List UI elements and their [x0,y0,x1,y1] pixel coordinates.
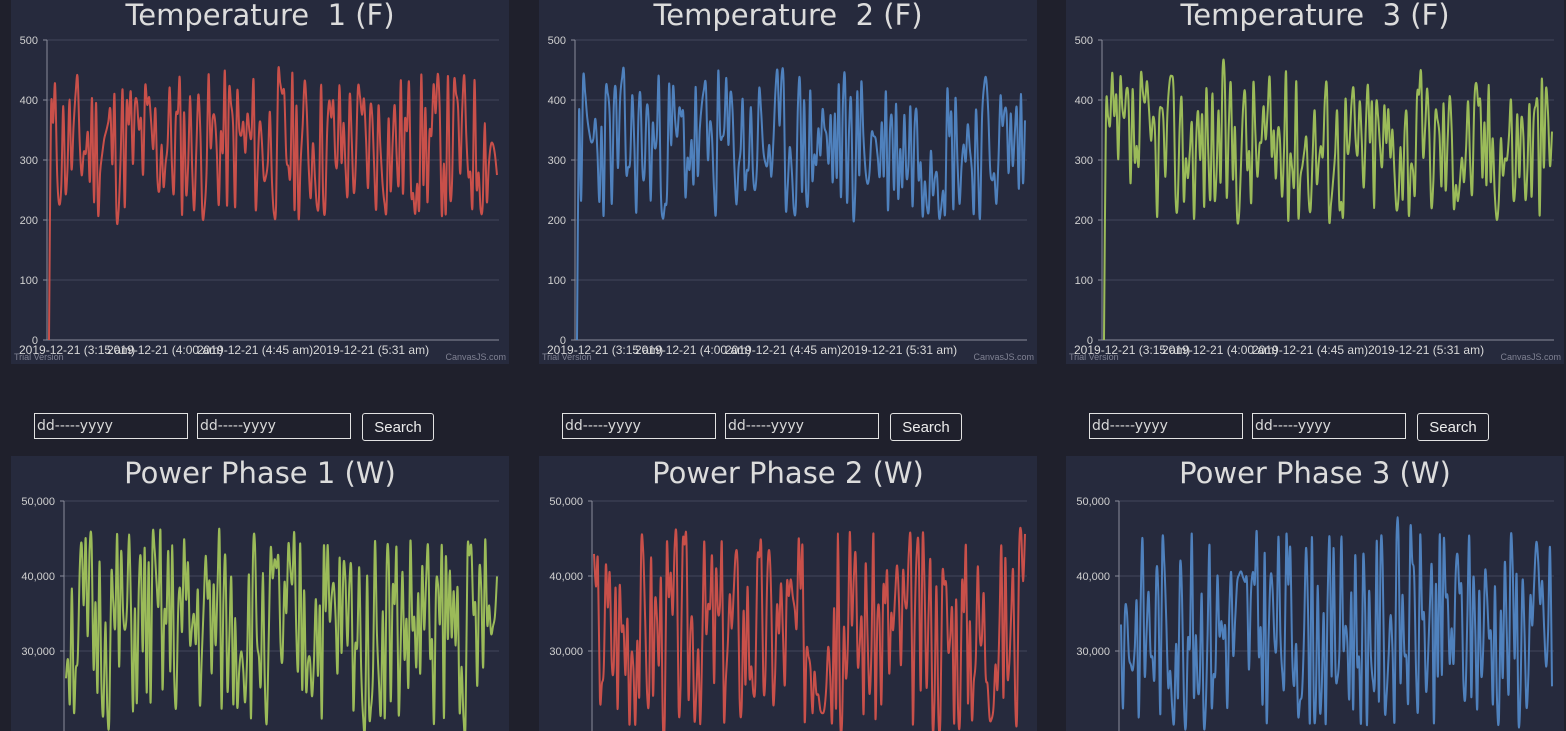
chart-title: Temperature 3 (F) [1180,0,1450,32]
power-phase-2-chart: Power Phase 2 (W) 50,000 40,000 30,000 [539,456,1037,731]
chart-title: Power Phase 2 (W) [652,456,924,490]
from-date-input[interactable] [1089,413,1243,439]
series-line [576,66,1026,341]
y-tick-label: 30,000 [21,646,55,658]
power-phase-3-chart: Power Phase 3 (W) 50,000 40,000 30,000 [1066,456,1564,731]
y-tick-label: 400 [1075,95,1093,107]
x-tick-label: 2019-12-21 (4:45 am) [725,343,841,357]
series-line [48,66,498,341]
search-button[interactable]: Search [1417,413,1489,441]
canvasjs-credit-link[interactable]: CanvasJS.com [1500,352,1561,362]
x-tick-label: 2019-12-21 (3:15 am) [1074,343,1190,357]
to-date-input[interactable] [725,413,879,439]
y-tick-label: 40,000 [21,571,55,583]
from-date-input[interactable] [34,413,188,439]
x-tick-label: 2019-12-21 (3:15 am) [547,343,663,357]
canvasjs-credit-link[interactable]: CanvasJS.com [445,352,506,362]
x-tick-label: 2019-12-21 (4:00 am) [635,343,751,357]
chart-title: Temperature 1 (F) [125,0,395,32]
canvasjs-credit-link[interactable]: CanvasJS.com [973,352,1034,362]
y-tick-label: 0 [560,335,566,347]
search-button[interactable]: Search [890,413,962,441]
y-tick-label: 500 [1075,35,1093,47]
x-tick-label: 2019-12-21 (5:31 am) [841,343,957,357]
line-chart-svg: 50,000 40,000 30,000 [1076,496,1554,731]
y-tick-label: 300 [1075,155,1093,167]
trial-version-label: Trial Version [542,352,592,362]
y-tick-label: 50,000 [549,496,583,508]
temperature-1-chart: Temperature 1 (F) 0 100 200 300 400 500 2019-1… [11,0,509,364]
to-date-input[interactable] [1252,413,1406,439]
y-tick-label: 40,000 [1076,571,1110,583]
y-tick-label: 30,000 [1076,646,1110,658]
y-tick-label: 200 [1075,215,1093,227]
temperature-3-chart: Temperature 3 (F) 0 100 200 300 400 500 2019-1… [1066,0,1564,364]
y-tick-label: 50,000 [1076,496,1110,508]
trial-version-label: Trial Version [14,352,64,362]
y-tick-label: 300 [548,155,566,167]
y-tick-label: 300 [20,155,38,167]
y-tick-label: 100 [1075,275,1093,287]
y-tick-label: 200 [548,215,566,227]
x-tick-label: 2019-12-21 (5:31 am) [1368,343,1484,357]
y-tick-label: 40,000 [549,571,583,583]
y-tick-label: 200 [20,215,38,227]
y-tick-label: 400 [548,95,566,107]
y-tick-label: 30,000 [549,646,583,658]
search-row-3: Search [1089,413,1489,441]
search-row-1: Search [34,413,434,441]
y-tick-label: 100 [548,275,566,287]
chart-title: Temperature 2 (F) [653,0,923,32]
chart-title: Power Phase 3 (W) [1179,456,1451,490]
y-tick-label: 100 [20,275,38,287]
temperature-2-chart: Temperature 2 (F) 0 100 200 300 400 500 2019-1… [539,0,1037,364]
x-tick-label: 2019-12-21 (4:45 am) [197,343,313,357]
y-tick-label: 400 [20,95,38,107]
from-date-input[interactable] [562,413,716,439]
search-button[interactable]: Search [362,413,434,441]
line-chart-svg: 50,000 40,000 30,000 [21,496,499,731]
series-line [1120,516,1553,731]
series-line [1103,58,1553,341]
y-tick-label: 500 [20,35,38,47]
power-phase-1-chart: Power Phase 1 (W) 50,000 40,000 30,000 [11,456,509,731]
x-tick-label: 2019-12-21 (5:31 am) [313,343,429,357]
y-tick-label: 0 [1087,335,1093,347]
series-line [65,528,498,731]
x-tick-label: 2019-12-21 (4:00 am) [107,343,223,357]
x-tick-label: 2019-12-21 (4:45 am) [1252,343,1368,357]
to-date-input[interactable] [197,413,351,439]
y-tick-label: 0 [32,335,38,347]
trial-version-label: Trial Version [1069,352,1119,362]
line-chart-svg: 50,000 40,000 30,000 [549,496,1027,731]
series-line [593,526,1026,731]
y-tick-label: 50,000 [21,496,55,508]
x-tick-label: 2019-12-21 (3:15 am) [19,343,135,357]
search-row-2: Search [562,413,962,441]
y-tick-label: 500 [548,35,566,47]
chart-title: Power Phase 1 (W) [124,456,396,490]
x-tick-label: 2019-12-21 (4:00 am) [1162,343,1278,357]
